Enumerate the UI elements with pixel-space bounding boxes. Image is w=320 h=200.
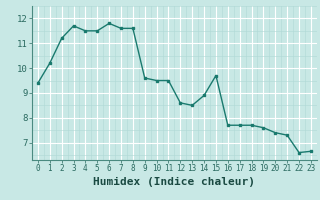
X-axis label: Humidex (Indice chaleur): Humidex (Indice chaleur) xyxy=(93,177,255,187)
